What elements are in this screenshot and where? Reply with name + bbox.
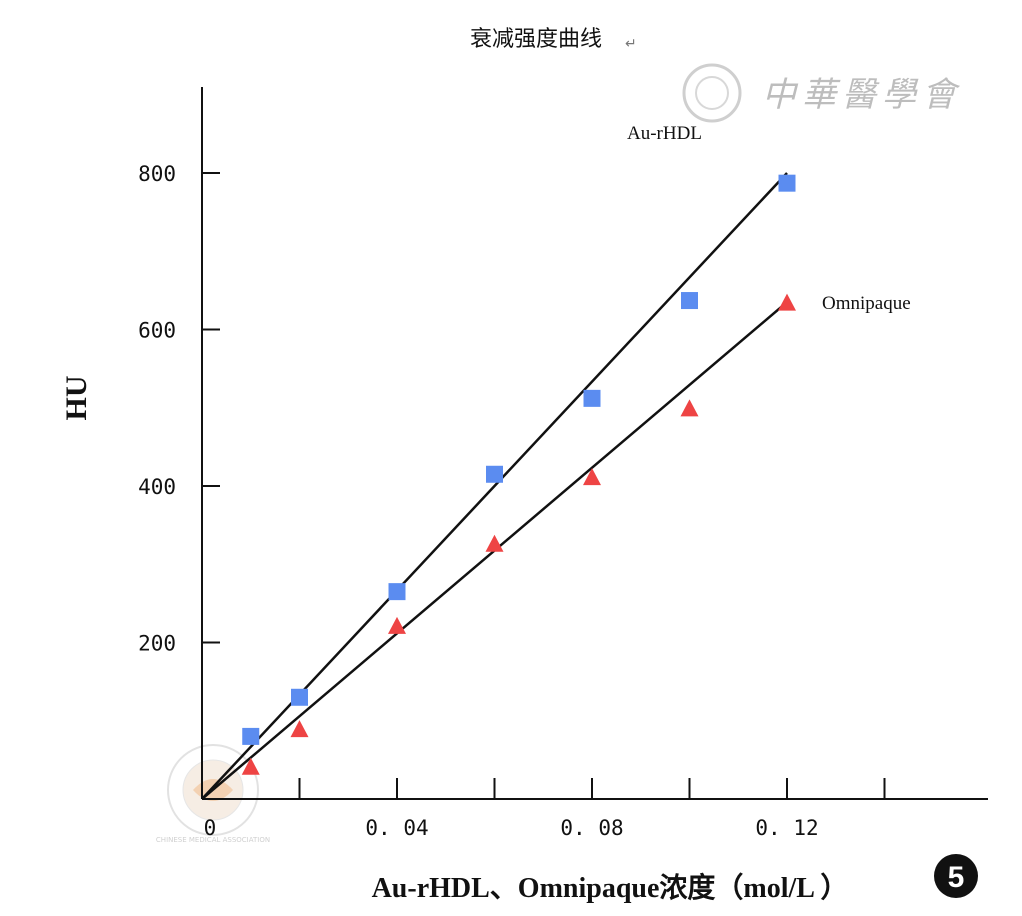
point-omnipaque (680, 399, 699, 417)
x-axis-label: Au-rHDL、Omnipaque浓度（mol/L ） (372, 871, 849, 904)
data-markers (241, 174, 796, 775)
point-omnipaque (778, 293, 796, 311)
series-label-omnipaque: Omnipaque (822, 293, 911, 314)
watermark-seal-inner (695, 76, 729, 110)
x-tick-label: 0. 04 (365, 816, 428, 840)
point-au-rhdl (778, 174, 796, 192)
figure-number-badge: 5 (934, 854, 978, 898)
point-au-rhdl (242, 727, 260, 745)
y-tick-label: 800 (138, 162, 176, 186)
watermark-text: 中華醫學會 (762, 75, 962, 115)
y-tick-label: 600 (138, 319, 176, 343)
x-ticks: 0. 04 0. 08 0. 12 (298, 778, 886, 840)
point-au-rhdl (486, 465, 503, 483)
badge-circle (934, 854, 978, 898)
fit-lines (201, 172, 788, 800)
x-tick-label: 0. 12 (755, 816, 818, 840)
y-tick-label: 400 (138, 475, 176, 499)
point-omnipaque (290, 720, 309, 738)
point-omnipaque (485, 534, 504, 552)
series-label-au-rhdl: Au-rHDL (627, 123, 702, 144)
seal-bottom-icon (167, 744, 259, 836)
badge-text: 5 (948, 861, 965, 894)
y-axis-label: HU (60, 376, 93, 421)
watermark: 中華醫學會 (682, 63, 962, 123)
point-omnipaque (241, 757, 260, 775)
x-tick-label-origin: 0 (204, 816, 217, 840)
seal-bottom-text: CHINESE MEDICAL ASSOCIATION (156, 836, 270, 844)
point-au-rhdl (583, 389, 601, 407)
x-tick-label: 0. 08 (560, 816, 623, 840)
title-return-mark: ↵ (625, 36, 637, 52)
point-au-rhdl (388, 583, 406, 601)
y-tick-label: 200 (138, 632, 176, 656)
point-omnipaque (583, 468, 601, 486)
point-au-rhdl (681, 292, 698, 310)
watermark-seal-icon (682, 63, 742, 123)
point-au-rhdl (291, 688, 308, 706)
fit-line-au-rhdl (201, 172, 788, 800)
y-ticks: 200 400 600 800 (138, 162, 220, 656)
point-omnipaque (388, 616, 406, 634)
chart-title: 衰减强度曲线 (470, 27, 602, 52)
